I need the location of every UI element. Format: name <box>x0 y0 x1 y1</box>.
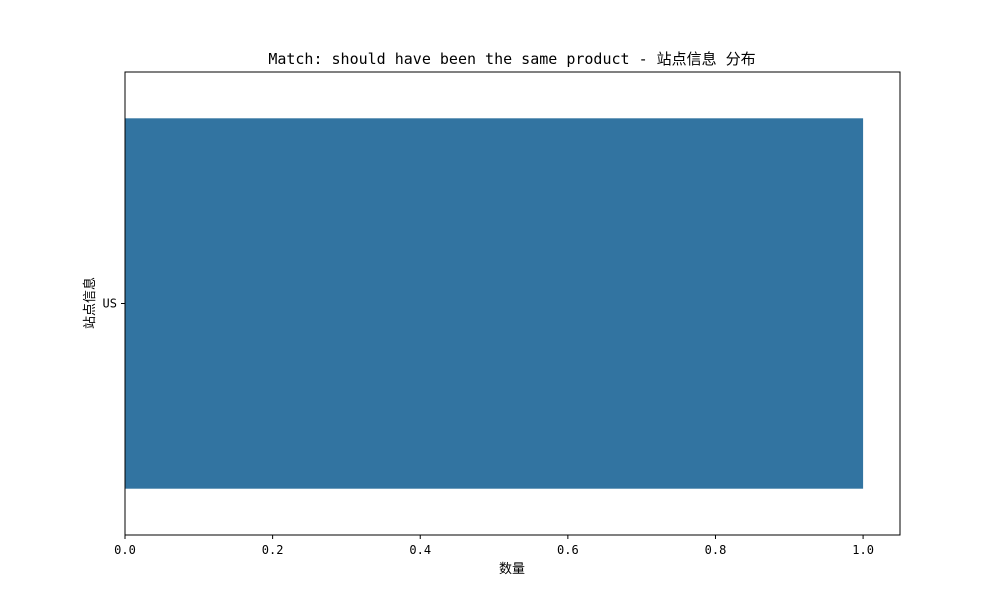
chart-title: Match: should have been the same product… <box>268 50 755 68</box>
x-axis-ticks: 0.0 0.2 0.4 0.6 0.8 1.0 <box>114 535 874 557</box>
x-tick-label: 1.0 <box>852 543 874 557</box>
x-tick-label: 0.0 <box>114 543 136 557</box>
x-tick-label: 0.2 <box>262 543 284 557</box>
y-axis-label: 站点信息 <box>82 277 98 329</box>
x-tick-label: 0.6 <box>557 543 579 557</box>
bar-us <box>125 118 864 489</box>
bars-group <box>125 118 864 489</box>
x-tick-label: 0.4 <box>409 543 431 557</box>
y-tick-label: US <box>103 297 117 311</box>
x-axis-label: 数量 <box>499 562 525 577</box>
x-tick-label: 0.8 <box>705 543 727 557</box>
y-axis-ticks: US <box>103 297 125 311</box>
